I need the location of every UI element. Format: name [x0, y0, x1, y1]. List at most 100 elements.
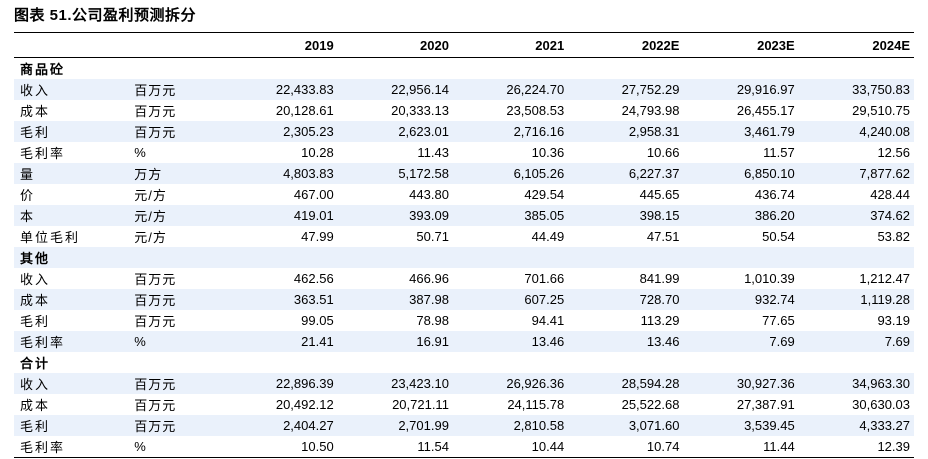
value-cell: 27,752.29 — [568, 79, 684, 100]
empty-cell — [337, 247, 453, 268]
value-cell: 10.50 — [222, 436, 338, 458]
value-cell: 2,404.27 — [222, 415, 338, 436]
value-cell: 5,172.58 — [337, 163, 453, 184]
row-unit: % — [134, 145, 147, 160]
empty-cell — [453, 58, 568, 80]
value-cell: 53.82 — [877, 229, 910, 244]
value-cell: 7,877.62 — [798, 163, 914, 184]
value-cell: 29,916.97 — [683, 79, 799, 100]
value-cell: 11.44 — [683, 436, 799, 458]
column-header: 2020 — [337, 32, 453, 58]
empty-cell — [683, 247, 799, 268]
row-unit: % — [132, 436, 223, 458]
row-unit: 百万元 — [132, 289, 223, 310]
value-cell: 462.56 — [293, 271, 334, 286]
row-unit: 百万元 — [132, 79, 223, 100]
value-cell: 10.74 — [568, 436, 684, 458]
table-row: 毛利 百万元 2,404.27 2,701.99 2,810.58 3,071.60 3,5… — [14, 415, 914, 436]
header-blank — [14, 32, 133, 58]
row-unit: 百万元 — [134, 398, 177, 413]
value-cell: 2,701.99 — [337, 415, 453, 436]
section-row: 商品砼 — [14, 58, 914, 80]
value-cell: 27,387.91 — [736, 397, 795, 412]
value-cell: 44.49 — [531, 229, 565, 244]
value-cell: 2,305.23 — [222, 121, 338, 142]
row-unit: 百万元 — [134, 104, 177, 119]
row-unit: 百万元 — [134, 272, 177, 287]
empty-cell — [338, 58, 453, 80]
value-cell: 10.66 — [646, 145, 680, 160]
empty-cell — [222, 58, 337, 80]
value-cell: 47.51 — [646, 229, 680, 244]
row-label: 成本 — [20, 398, 51, 413]
section-row: 合计 — [14, 352, 914, 373]
value-cell: 4,333.27 — [798, 415, 914, 436]
value-cell: 466.96 — [409, 271, 449, 286]
value-cell: 7.69 — [798, 331, 914, 352]
value-cell: 28,594.28 — [568, 373, 684, 394]
value-cell: 1,119.28 — [798, 289, 914, 310]
header-blank — [132, 32, 223, 58]
value-cell: 1,212.47 — [859, 271, 910, 286]
value-cell: 25,522.68 — [621, 397, 680, 412]
row-unit: 元/方 — [134, 230, 167, 245]
table-row: 毛利率% 10.28 11.43 10.36 10.66 11.57 12.56 — [14, 142, 914, 163]
value-cell: 23,508.53 — [506, 103, 565, 118]
value-cell: 386.20 — [683, 205, 799, 226]
value-cell: 34,963.30 — [798, 373, 914, 394]
value-cell: 2,810.58 — [452, 415, 569, 436]
table-title: 图表 51.公司盈利预测拆分 — [14, 7, 197, 24]
column-header: 2024E — [798, 32, 914, 58]
header-row: 2019 2020 2021 2022E 2023E 2024E — [14, 32, 914, 58]
value-cell: 2,958.31 — [568, 121, 684, 142]
value-cell: 445.65 — [639, 187, 680, 202]
row-label: 毛利率 — [20, 146, 66, 161]
empty-cell — [568, 247, 684, 268]
section-row: 其他 — [14, 247, 914, 268]
row-label: 收入 — [14, 79, 133, 100]
row-label: 量 — [14, 163, 133, 184]
table-row: 毛利率% 10.50 11.54 10.44 10.74 11.44 12.39 — [14, 436, 914, 458]
value-cell: 50.71 — [416, 229, 449, 244]
value-cell: 841.99 — [639, 271, 680, 286]
table-row: 成本 百万元 20,128.61 20,333.13 23,508.53 24,793.9… — [14, 100, 914, 121]
value-cell: 393.09 — [337, 205, 453, 226]
empty-cell — [222, 247, 338, 268]
row-label: 毛利 — [14, 121, 133, 142]
table-row: 收入 百万元 22,433.83 22,956.14 26,224.70 27,752.2… — [14, 79, 914, 100]
row-label: 毛利 — [20, 314, 51, 329]
row-unit: % — [132, 331, 223, 352]
row-unit: 百万元 — [132, 373, 223, 394]
table-row: 价 元/方 467.00 443.80 429.54 445.65 436.74 428.44 — [14, 184, 914, 205]
table-row: 毛利 百万元 99.05 78.98 94.41 113.29 77.65 93.19 — [14, 310, 914, 331]
value-cell: 428.44 — [870, 187, 910, 202]
empty-cell — [132, 247, 223, 268]
column-header: 2022E — [568, 32, 684, 58]
empty-cell — [132, 352, 222, 373]
value-cell: 77.65 — [762, 313, 795, 328]
empty-cell — [338, 352, 453, 373]
value-cell: 26,455.17 — [736, 103, 795, 118]
empty-cell — [799, 58, 914, 80]
table-row: 量万方 4,803.83 5,172.58 6,105.26 6,227.37 6,850… — [14, 163, 914, 184]
value-cell: 701.66 — [524, 271, 565, 286]
table-row: 收入 百万元 22,896.39 23,423.10 26,926.36 28,594.2… — [14, 373, 914, 394]
empty-cell — [568, 58, 683, 80]
value-cell: 1,010.39 — [744, 271, 795, 286]
value-cell: 467.00 — [293, 187, 334, 202]
row-unit: 元/方 — [134, 188, 167, 203]
table-row: 毛利率% 21.41 16.91 13.46 13.46 7.69 7.69 — [14, 331, 914, 352]
empty-cell — [453, 352, 568, 373]
value-cell: 11.57 — [763, 145, 795, 160]
row-label: 成本 — [20, 104, 51, 119]
value-cell: 50.54 — [762, 229, 795, 244]
value-cell: 363.51 — [222, 289, 338, 310]
value-cell: 22,956.14 — [337, 79, 453, 100]
value-cell: 21.41 — [222, 331, 338, 352]
row-label: 收入 — [20, 272, 51, 287]
value-cell: 6,105.26 — [452, 163, 569, 184]
value-cell: 16.91 — [337, 331, 453, 352]
value-cell: 398.15 — [568, 205, 684, 226]
value-cell: 20,128.61 — [275, 103, 334, 118]
empty-cell — [683, 58, 798, 80]
